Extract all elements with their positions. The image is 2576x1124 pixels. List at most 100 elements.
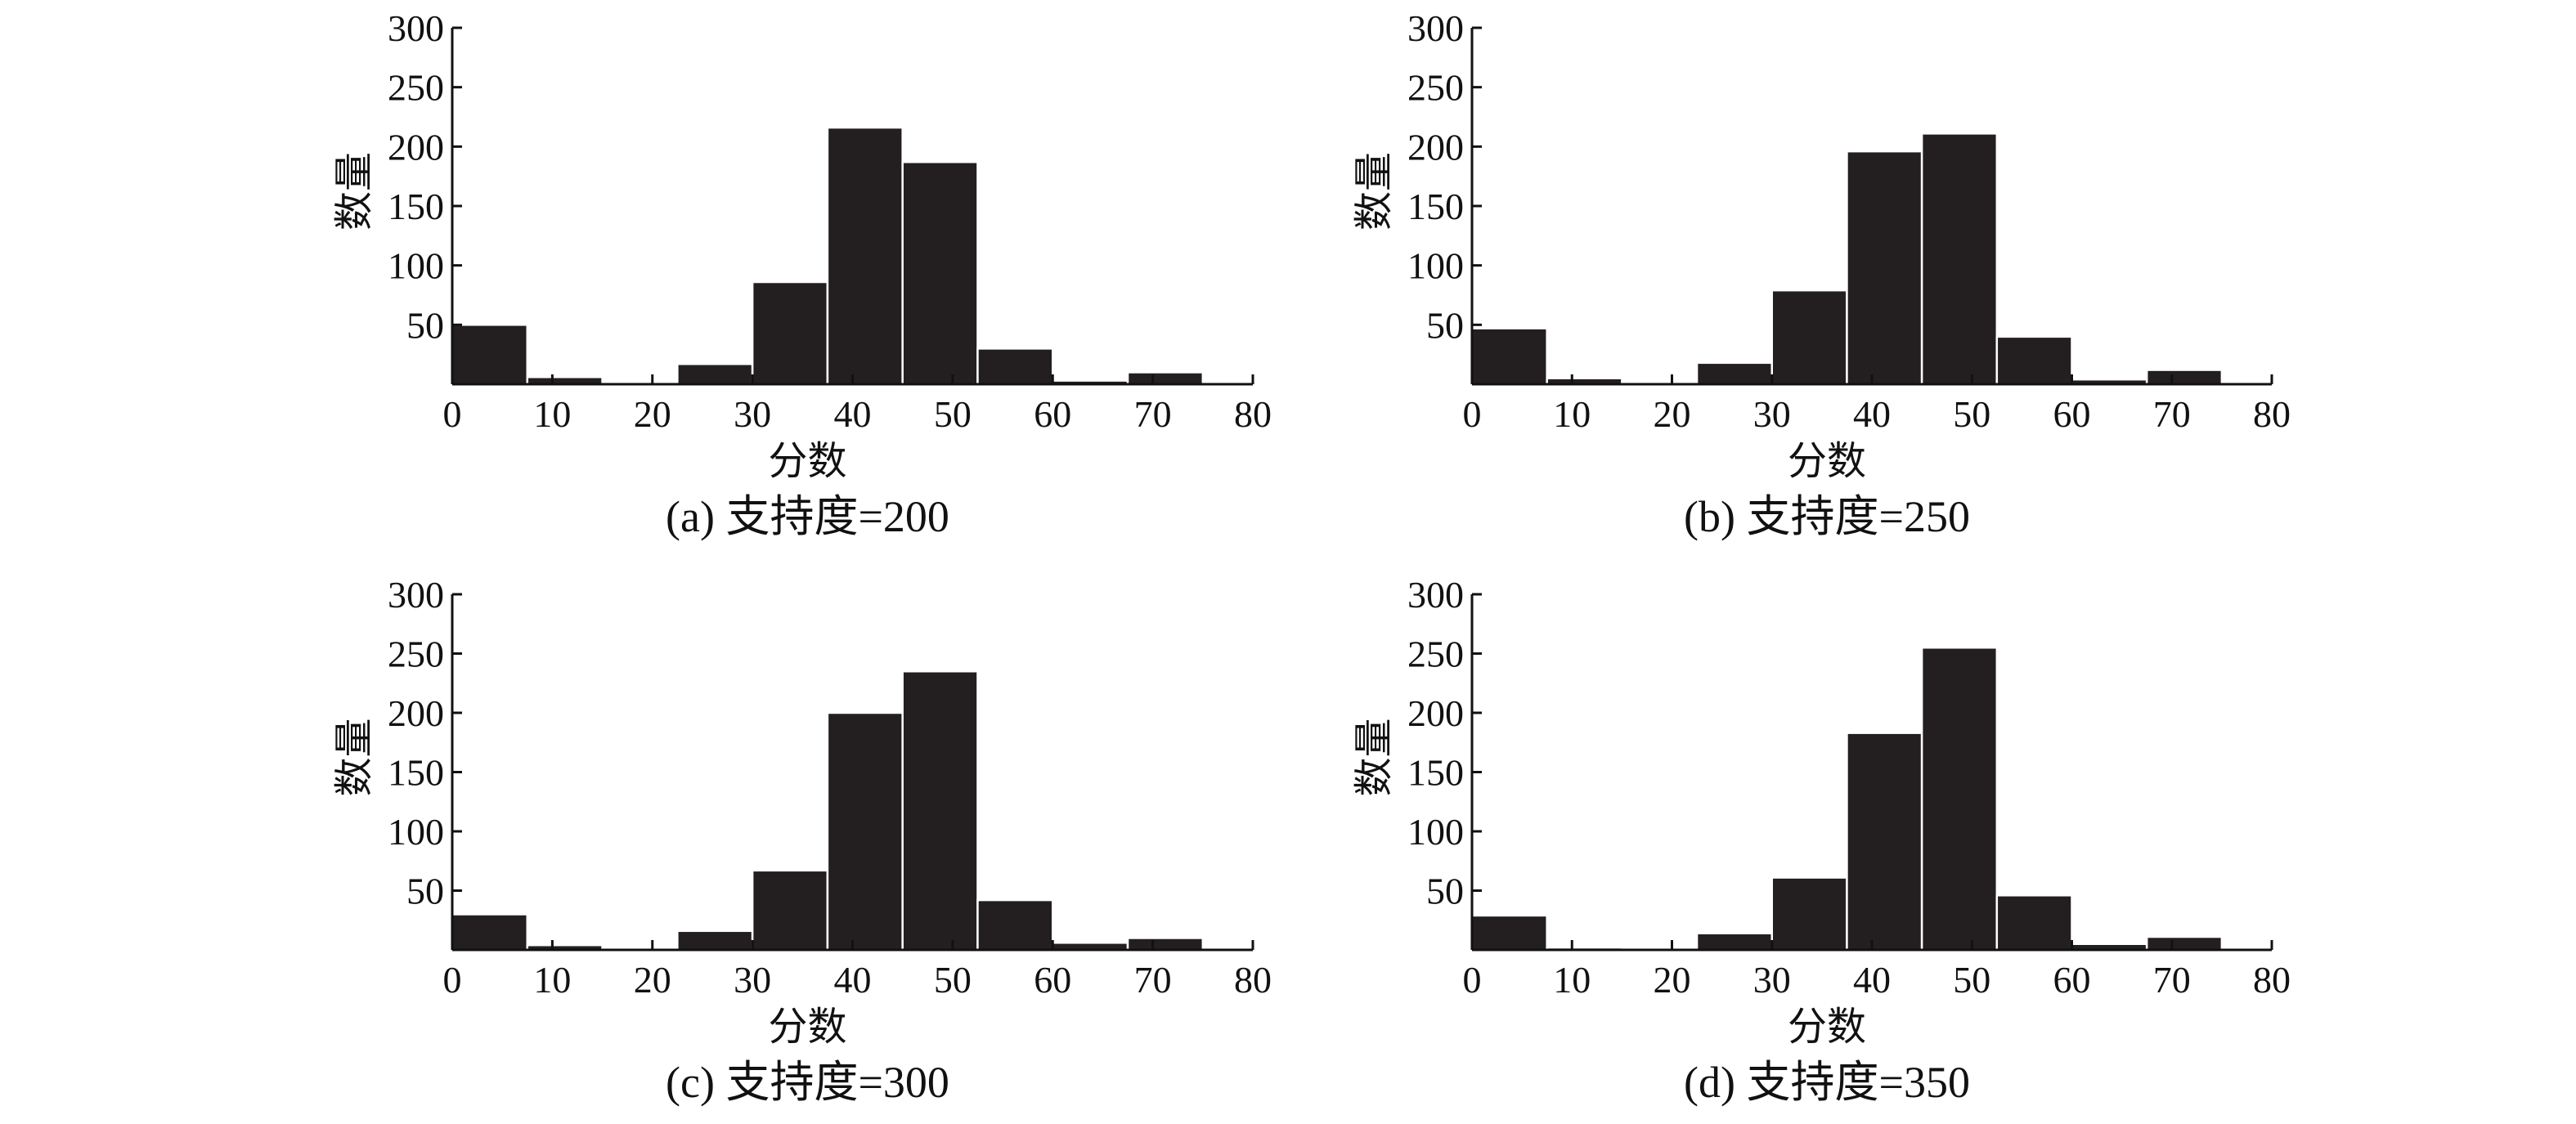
histogram-bar bbox=[976, 347, 1054, 386]
x-tick-label: 40 bbox=[834, 959, 872, 1001]
x-tick-label: 30 bbox=[734, 393, 771, 435]
histogram-bar bbox=[1470, 327, 1548, 386]
histogram-panel-b: 50 100 150 200 250 300 0 10 20 30 40 50 60 70 80 分数 数量 (b… bbox=[1353, 7, 2291, 541]
x-tick-label: 60 bbox=[2053, 393, 2091, 435]
histogram-bar bbox=[1846, 732, 1923, 952]
histogram-bar bbox=[826, 126, 904, 386]
y-axis-title: 数量 bbox=[1353, 718, 1396, 796]
histogram-panel-c: 50 100 150 200 250 300 0 10 20 30 40 50 60 70 80 分数 数量 (c… bbox=[333, 574, 1272, 1107]
y-tick-label: 300 bbox=[388, 7, 444, 49]
histogram-bar bbox=[1770, 876, 1848, 952]
x-tick-label: 0 bbox=[1463, 959, 1482, 1001]
histogram-panel-a: 50 100 150 200 250 300 0 10 20 30 40 50 60 70 80 分数 数量 (a… bbox=[333, 7, 1272, 541]
y-tick-label: 100 bbox=[388, 245, 444, 287]
histogram-bar bbox=[751, 869, 829, 952]
histogram-bar bbox=[751, 280, 829, 386]
x-tick-label: 0 bbox=[1463, 393, 1482, 435]
histogram-bar bbox=[1846, 150, 1923, 386]
histogram-bar bbox=[676, 929, 754, 952]
x-tick-label: 50 bbox=[1953, 393, 1990, 435]
histogram-bar bbox=[1695, 361, 1773, 386]
x-tick-label: 30 bbox=[1753, 393, 1791, 435]
y-axis-title: 数量 bbox=[333, 718, 376, 796]
x-tick-label: 40 bbox=[834, 393, 872, 435]
y-tick-label: 100 bbox=[1407, 811, 1464, 853]
histogram-bar bbox=[451, 324, 529, 386]
panel-caption-d: (d) 支持度=350 bbox=[1684, 1058, 1970, 1107]
y-tick-label: 50 bbox=[406, 871, 444, 912]
histogram-bar bbox=[826, 711, 904, 952]
histogram-bar bbox=[901, 670, 979, 952]
y-tick-label: 150 bbox=[1407, 752, 1464, 794]
x-tick-label: 20 bbox=[634, 959, 671, 1001]
histogram-bar bbox=[1920, 647, 1999, 952]
x-tick-label: 70 bbox=[1134, 393, 1172, 435]
y-tick-label: 200 bbox=[1407, 126, 1464, 168]
x-tick-label: 80 bbox=[1234, 393, 1272, 435]
y-tick-label: 150 bbox=[1407, 186, 1464, 227]
y-tick-label: 200 bbox=[388, 126, 444, 168]
histogram-bar bbox=[1920, 132, 1999, 386]
y-tick-label: 200 bbox=[388, 692, 444, 734]
x-tick-label: 0 bbox=[443, 959, 462, 1001]
x-tick-label: 70 bbox=[1134, 959, 1172, 1001]
x-tick-label: 10 bbox=[533, 959, 571, 1001]
x-tick-label: 60 bbox=[1034, 959, 1071, 1001]
panel-caption-c: (c) 支持度=300 bbox=[666, 1058, 949, 1107]
x-tick-label: 20 bbox=[1654, 393, 1691, 435]
x-tick-label: 10 bbox=[1553, 959, 1591, 1001]
x-tick-label: 70 bbox=[2153, 959, 2191, 1001]
y-tick-label: 300 bbox=[388, 574, 444, 616]
x-tick-label: 10 bbox=[533, 393, 571, 435]
x-tick-label: 40 bbox=[1853, 959, 1891, 1001]
x-tick-label: 0 bbox=[443, 393, 462, 435]
histogram-bar bbox=[1126, 937, 1205, 952]
x-axis-title: 分数 bbox=[768, 1005, 846, 1049]
x-tick-label: 50 bbox=[934, 393, 972, 435]
y-axis-title: 数量 bbox=[333, 152, 376, 231]
histogram-bar bbox=[1470, 914, 1548, 952]
histogram-bar bbox=[976, 898, 1054, 952]
histogram-bar bbox=[1995, 894, 2073, 952]
x-tick-label: 50 bbox=[934, 959, 972, 1001]
y-tick-label: 250 bbox=[1407, 634, 1464, 675]
x-tick-label: 80 bbox=[1234, 959, 1272, 1001]
x-tick-label: 30 bbox=[734, 959, 771, 1001]
y-tick-label: 100 bbox=[1407, 245, 1464, 287]
histogram-panel-d: 50 100 150 200 250 300 0 10 20 30 40 50 60 70 80 分数 数量 (d… bbox=[1353, 574, 2291, 1107]
x-tick-label: 30 bbox=[1753, 959, 1791, 1001]
x-tick-label: 70 bbox=[2153, 393, 2191, 435]
panel-caption-b: (b) 支持度=250 bbox=[1684, 492, 1970, 541]
x-tick-label: 20 bbox=[634, 393, 671, 435]
x-tick-label: 20 bbox=[1654, 959, 1691, 1001]
x-axis-title: 分数 bbox=[1788, 440, 1866, 483]
y-tick-label: 50 bbox=[1426, 304, 1464, 346]
y-tick-label: 300 bbox=[1407, 7, 1464, 49]
x-tick-label: 40 bbox=[1853, 393, 1891, 435]
y-tick-label: 200 bbox=[1407, 692, 1464, 734]
y-axis-title: 数量 bbox=[1353, 152, 1396, 231]
x-tick-label: 60 bbox=[1034, 393, 1071, 435]
x-tick-label: 10 bbox=[1553, 393, 1591, 435]
y-tick-label: 300 bbox=[1407, 574, 1464, 616]
x-axis-title: 分数 bbox=[768, 440, 846, 483]
x-tick-label: 80 bbox=[2253, 959, 2291, 1001]
y-tick-label: 250 bbox=[388, 67, 444, 109]
histogram-bar bbox=[676, 363, 754, 386]
histogram-bar bbox=[1995, 335, 2073, 386]
y-tick-label: 250 bbox=[1407, 67, 1464, 109]
y-tick-label: 100 bbox=[388, 811, 444, 853]
x-tick-label: 50 bbox=[1953, 959, 1990, 1001]
histogram-bar bbox=[1126, 371, 1205, 386]
y-tick-label: 50 bbox=[406, 304, 444, 346]
x-tick-label: 80 bbox=[2253, 393, 2291, 435]
histogram-bar bbox=[1770, 289, 1848, 386]
panel-caption-a: (a) 支持度=200 bbox=[666, 492, 949, 541]
y-tick-label: 250 bbox=[388, 634, 444, 675]
histogram-bar bbox=[2145, 369, 2224, 386]
x-axis-title: 分数 bbox=[1788, 1005, 1866, 1049]
histogram-bar bbox=[2145, 935, 2224, 952]
y-tick-label: 50 bbox=[1426, 871, 1464, 912]
y-tick-label: 150 bbox=[388, 752, 444, 794]
